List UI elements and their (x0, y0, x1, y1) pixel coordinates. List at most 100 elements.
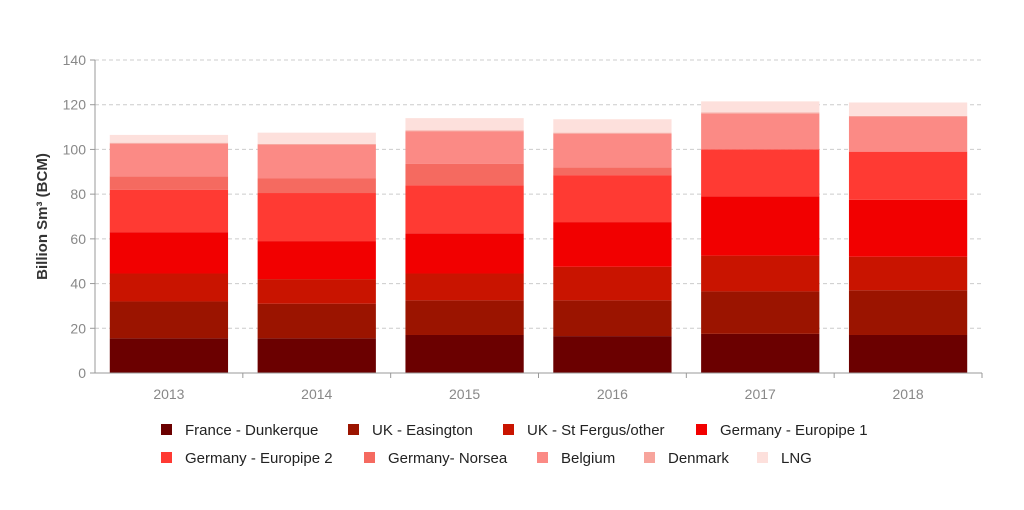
y-tick-label: 20 (70, 320, 86, 336)
bar-stack-2016 (553, 119, 672, 373)
bar-segment (553, 222, 672, 267)
bar-segment (257, 144, 376, 179)
bar-segment (257, 178, 376, 194)
legend: France - Dunkerque UK - Easington UK - St … (161, 422, 868, 467)
bar-segment (257, 338, 376, 373)
bar-stack-2013 (109, 134, 229, 373)
bar-segment (257, 193, 376, 242)
bar-segment (405, 163, 524, 186)
y-tick-label: 80 (70, 186, 86, 202)
bar-segment (848, 256, 968, 291)
legend-item: Germany - Europipe 2 (161, 450, 333, 467)
bar-segment (848, 199, 968, 257)
bar-segment (257, 132, 376, 144)
bar-segment (553, 266, 672, 301)
bar-segment (405, 130, 524, 132)
legend-label: Germany - Europipe 1 (720, 422, 868, 439)
bar-segment (848, 151, 968, 200)
bar-segment (405, 334, 524, 373)
legend-swatch (537, 452, 548, 463)
bar-segment (257, 279, 376, 304)
bar-segment (257, 303, 376, 339)
bar-segment (701, 112, 820, 114)
legend-swatch (696, 424, 707, 435)
legend-item: LNG (757, 450, 812, 467)
bar-segment (109, 338, 229, 373)
legend-swatch (161, 452, 172, 463)
legend-swatch (757, 452, 768, 463)
y-tick-label: 40 (70, 276, 86, 292)
bar-segment (405, 118, 524, 131)
legend-label: Germany- Norsea (388, 450, 508, 467)
legend-item: Germany- Norsea (364, 450, 508, 467)
y-axis-label: Billion Sm³ (BCM) (34, 153, 51, 280)
bar-segment (701, 149, 820, 197)
bar-segment (553, 336, 672, 373)
legend-item: Germany - Europipe 1 (696, 422, 868, 439)
bar-segment (553, 132, 672, 134)
bar-segment (405, 233, 524, 274)
gridlines (95, 59, 982, 329)
bar-segment (109, 273, 229, 302)
bar-segment (109, 176, 229, 190)
bar-segment (405, 185, 524, 234)
legend-swatch (644, 452, 655, 463)
y-tick-labels: 0 20 40 60 80 100 120 140 (63, 52, 95, 381)
bar-segment (405, 273, 524, 301)
legend-label: Belgium (561, 450, 615, 467)
bar-segment (701, 196, 820, 256)
bar-segment (553, 119, 672, 133)
legend-label: France - Dunkerque (185, 422, 318, 439)
y-tick-label: 0 (78, 365, 86, 381)
bar-segment (109, 143, 229, 177)
x-tick-label: 2017 (745, 386, 776, 402)
y-tick-label: 100 (63, 141, 87, 157)
y-tick-label: 60 (70, 231, 86, 247)
bar-segment (553, 133, 672, 168)
bar-segment (701, 101, 820, 113)
bar-stacks (109, 101, 968, 373)
legend-item: Denmark (644, 450, 729, 467)
legend-label: UK - St Fergus/other (527, 422, 665, 439)
bar-segment (405, 300, 524, 335)
bar-segment (257, 241, 376, 280)
bar-segment (701, 291, 820, 334)
legend-label: LNG (781, 450, 812, 467)
x-tick-label: 2013 (153, 386, 184, 402)
bar-segment (701, 255, 820, 292)
legend-swatch (161, 424, 172, 435)
legend-label: UK - Easington (372, 422, 473, 439)
legend-label: Denmark (668, 450, 729, 467)
x-tick-label: 2014 (301, 386, 332, 402)
bar-segment (553, 175, 672, 223)
legend-label: Germany - Europipe 2 (185, 450, 333, 467)
bar-segment (109, 232, 229, 274)
bar-segment (109, 301, 229, 339)
legend-swatch (503, 424, 514, 435)
legend-item: Belgium (537, 450, 615, 467)
bar-stack-2015 (405, 118, 524, 373)
bar-segment (848, 334, 968, 373)
bar-segment (553, 300, 672, 337)
bar-stack-2014 (257, 132, 376, 373)
legend-item: UK - St Fergus/other (503, 422, 665, 439)
bar-segment (848, 115, 968, 118)
legend-item: UK - Easington (348, 422, 473, 439)
legend-swatch (348, 424, 359, 435)
bar-segment (109, 134, 229, 143)
bar-segment (848, 102, 968, 116)
bar-segment (405, 131, 524, 164)
bar-segment (701, 333, 820, 373)
legend-swatch (364, 452, 375, 463)
bar-segment (848, 117, 968, 152)
x-tick-labels: 2013 2014 2015 2016 2017 2018 (153, 373, 983, 402)
bar-segment (848, 290, 968, 335)
bar-segment (109, 142, 229, 144)
bar-stack-2017 (701, 101, 820, 373)
bar-segment (553, 167, 672, 176)
x-tick-label: 2015 (449, 386, 480, 402)
bar-stack-2018 (848, 102, 968, 373)
y-tick-label: 140 (63, 52, 87, 68)
x-tick-label: 2018 (893, 386, 924, 402)
